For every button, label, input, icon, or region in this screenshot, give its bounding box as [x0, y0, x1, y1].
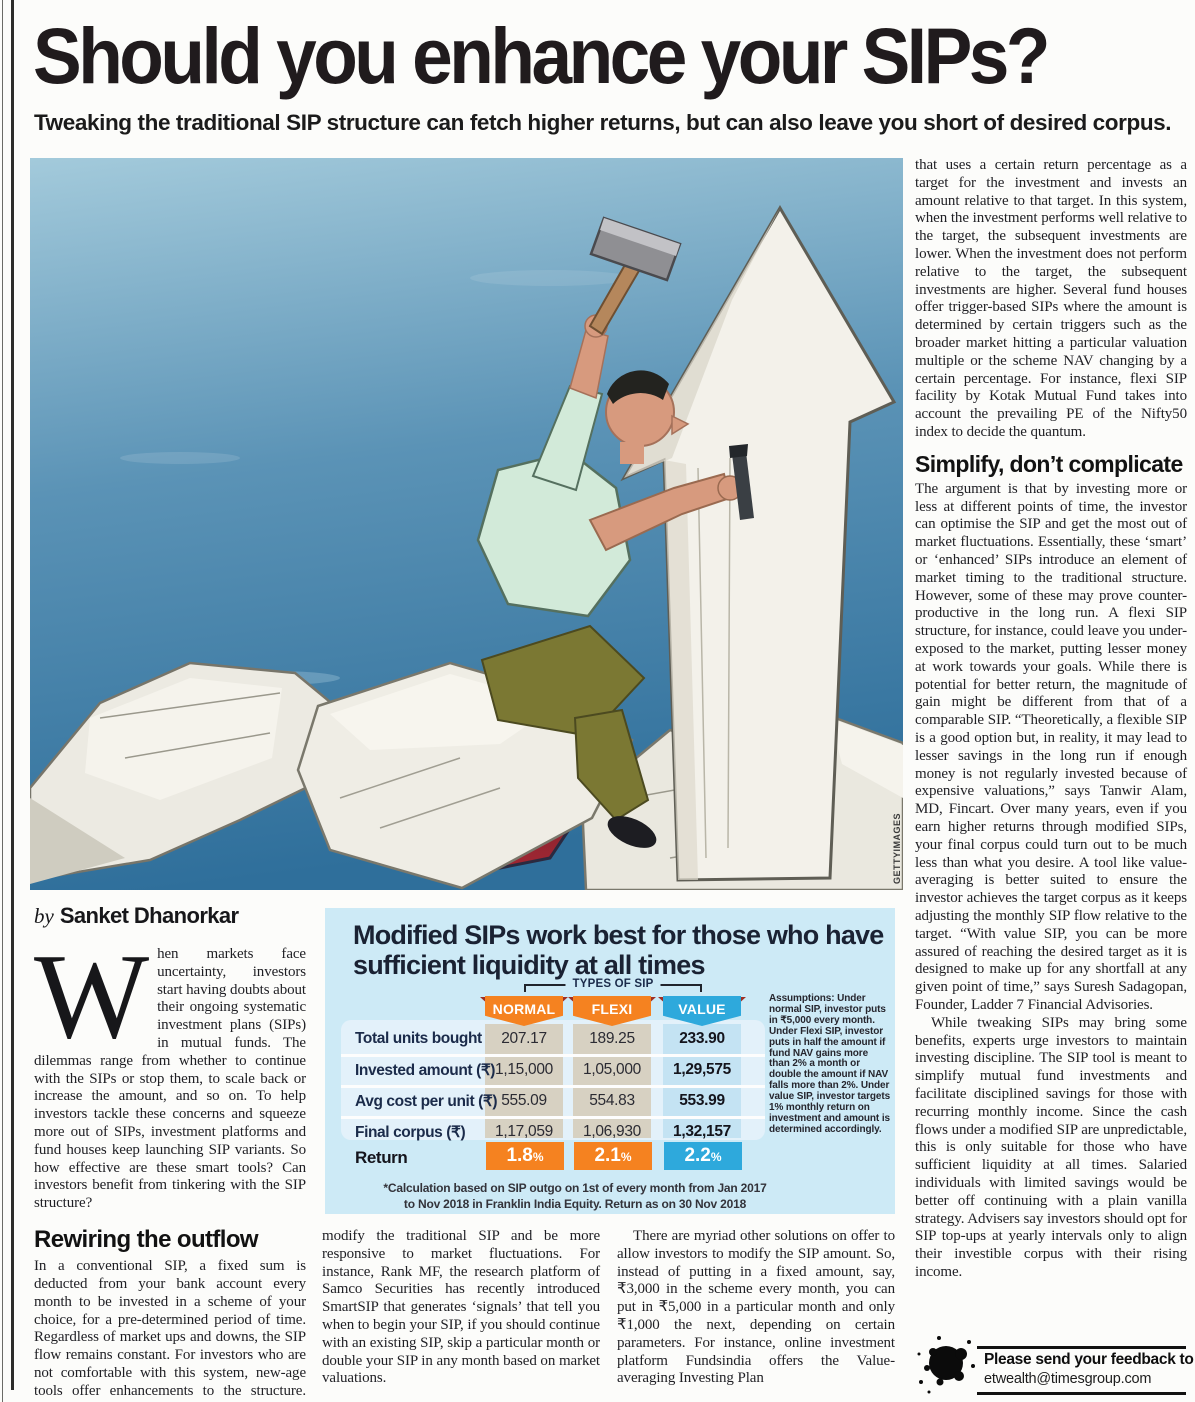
cell-value: 1,32,157	[673, 1123, 731, 1140]
feedback-email: etwealth@timesgroup.com	[984, 1371, 1152, 1387]
column-header-label: FLEXI	[573, 996, 651, 1026]
paragraph: In a conventional SIP, a fixed sum is de…	[34, 1258, 306, 1402]
column-header-normal: NORMAL	[480, 996, 568, 1026]
types-of-sip-label: TYPES OF SIP	[565, 978, 661, 990]
illustration-art	[30, 158, 903, 890]
ribbon-fold-icon	[558, 997, 568, 1006]
table-row: Avg cost per unit (₹) 555.09 554.83 553.…	[341, 1088, 765, 1115]
section-heading-simplify: Simplify, don’t complicate	[915, 450, 1183, 477]
table-row: Total units bought 207.17 189.25 233.90	[341, 1026, 765, 1053]
footer-rule-bottom	[977, 1392, 1186, 1395]
cell-flexi: 1,06,930	[583, 1123, 641, 1140]
table-row: Final corpus (₹) 1,17,059 1,06,930 1,32,…	[341, 1119, 765, 1146]
return-flexi-badge: 2.1%	[574, 1142, 652, 1170]
article-column-mid-1: modify the traditional SIP and be more r…	[322, 1228, 600, 1388]
column-header-label: NORMAL	[485, 996, 563, 1026]
percent-suffix: %	[620, 1150, 632, 1164]
cell-value: 1,29,575	[673, 1061, 731, 1078]
cell-value: 553.99	[679, 1092, 725, 1109]
cell-normal: 1,15,000	[495, 1061, 553, 1078]
paragraph: There are myriad other solutions on offe…	[617, 1228, 895, 1387]
left-margin-rule-outer	[2, 0, 3, 1402]
return-row-label: Return	[355, 1148, 408, 1167]
photo-credit: GETTYIMAGES	[892, 812, 902, 884]
row-separator	[341, 1085, 765, 1088]
table-row: Invested amount (₹) 1,15,000 1,05,000 1,…	[341, 1057, 765, 1084]
paragraph-text: hen markets face uncertainty, investors …	[34, 946, 306, 1212]
row-label: Total units bought	[355, 1030, 482, 1047]
article-column-mid-2: There are myriad other solutions on offe…	[617, 1228, 895, 1388]
column-strip-flexi-front	[573, 1024, 651, 1138]
feedback-prompt: Please send your feedback to	[984, 1351, 1194, 1368]
cell-normal: 555.09	[501, 1092, 547, 1109]
drop-cap: W	[34, 929, 150, 1064]
illustration: GETTYIMAGES	[30, 158, 903, 890]
section-heading-rewiring: Rewiring the outflow	[34, 1225, 259, 1253]
byline-author: Sanket Dhanorkar	[59, 903, 239, 928]
cell-flexi: 1,05,000	[583, 1061, 641, 1078]
return-value: 2.2	[684, 1145, 711, 1166]
types-of-sip-bracket: TYPES OF SIP	[524, 978, 702, 992]
paragraph: modify the traditional SIP and be more r…	[322, 1228, 600, 1387]
article-column-right: that uses a certain return percentage as…	[915, 157, 1187, 1282]
return-value: 2.1	[594, 1145, 621, 1166]
return-value: 1.8	[506, 1145, 533, 1166]
byline-prefix: by	[34, 904, 54, 928]
percent-suffix: %	[532, 1150, 544, 1164]
cell-normal: 207.17	[501, 1030, 547, 1047]
row-separator	[341, 1116, 765, 1119]
column-header-value: VALUE	[658, 996, 746, 1026]
infographic-title: Modified SIPs work best for those who ha…	[353, 920, 884, 980]
row-label: Avg cost per unit (₹)	[355, 1093, 498, 1110]
column-strip-normal-front	[485, 1024, 563, 1138]
row-label: Final corpus (₹)	[355, 1124, 466, 1141]
row-label: Invested amount (₹)	[355, 1062, 496, 1079]
left-margin-rule-inner	[11, 0, 14, 1390]
return-normal-badge: 1.8%	[486, 1142, 564, 1170]
footer-rule-top	[977, 1346, 1186, 1349]
ribbon-fold-icon	[736, 997, 746, 1006]
row-separator	[341, 1054, 765, 1057]
column-strip-value-front	[663, 1024, 741, 1138]
subheadline: Tweaking the traditional SIP structure c…	[34, 110, 1172, 135]
return-value-badge: 2.2%	[664, 1142, 742, 1170]
ink-splat-icon	[913, 1330, 979, 1396]
page-title: Should you enhance your SIPs?	[33, 12, 1050, 101]
cell-flexi: 189.25	[589, 1030, 635, 1047]
column-header-flexi: FLEXI	[568, 996, 656, 1026]
sip-comparison-infographic: Modified SIPs work best for those who ha…	[325, 908, 895, 1214]
assumptions-note: Assumptions: Under normal SIP, investor …	[769, 993, 891, 1135]
percent-suffix: %	[710, 1150, 722, 1164]
cell-value: 233.90	[679, 1030, 725, 1047]
paragraph: The argument is that by investing more o…	[915, 480, 1187, 1013]
paragraph: While tweaking SIPs may bring some benef…	[915, 1014, 1187, 1280]
paragraph: that uses a certain return percentage as…	[915, 157, 1187, 440]
ribbon-fold-icon	[646, 997, 656, 1006]
byline: by Sanket Dhanorkar	[34, 903, 239, 929]
column-header-label: VALUE	[663, 996, 741, 1026]
cell-flexi: 554.83	[589, 1092, 635, 1109]
calculation-footnote: *Calculation based on SIP outgo on 1st o…	[383, 1181, 767, 1211]
cell-normal: 1,17,059	[495, 1123, 553, 1140]
